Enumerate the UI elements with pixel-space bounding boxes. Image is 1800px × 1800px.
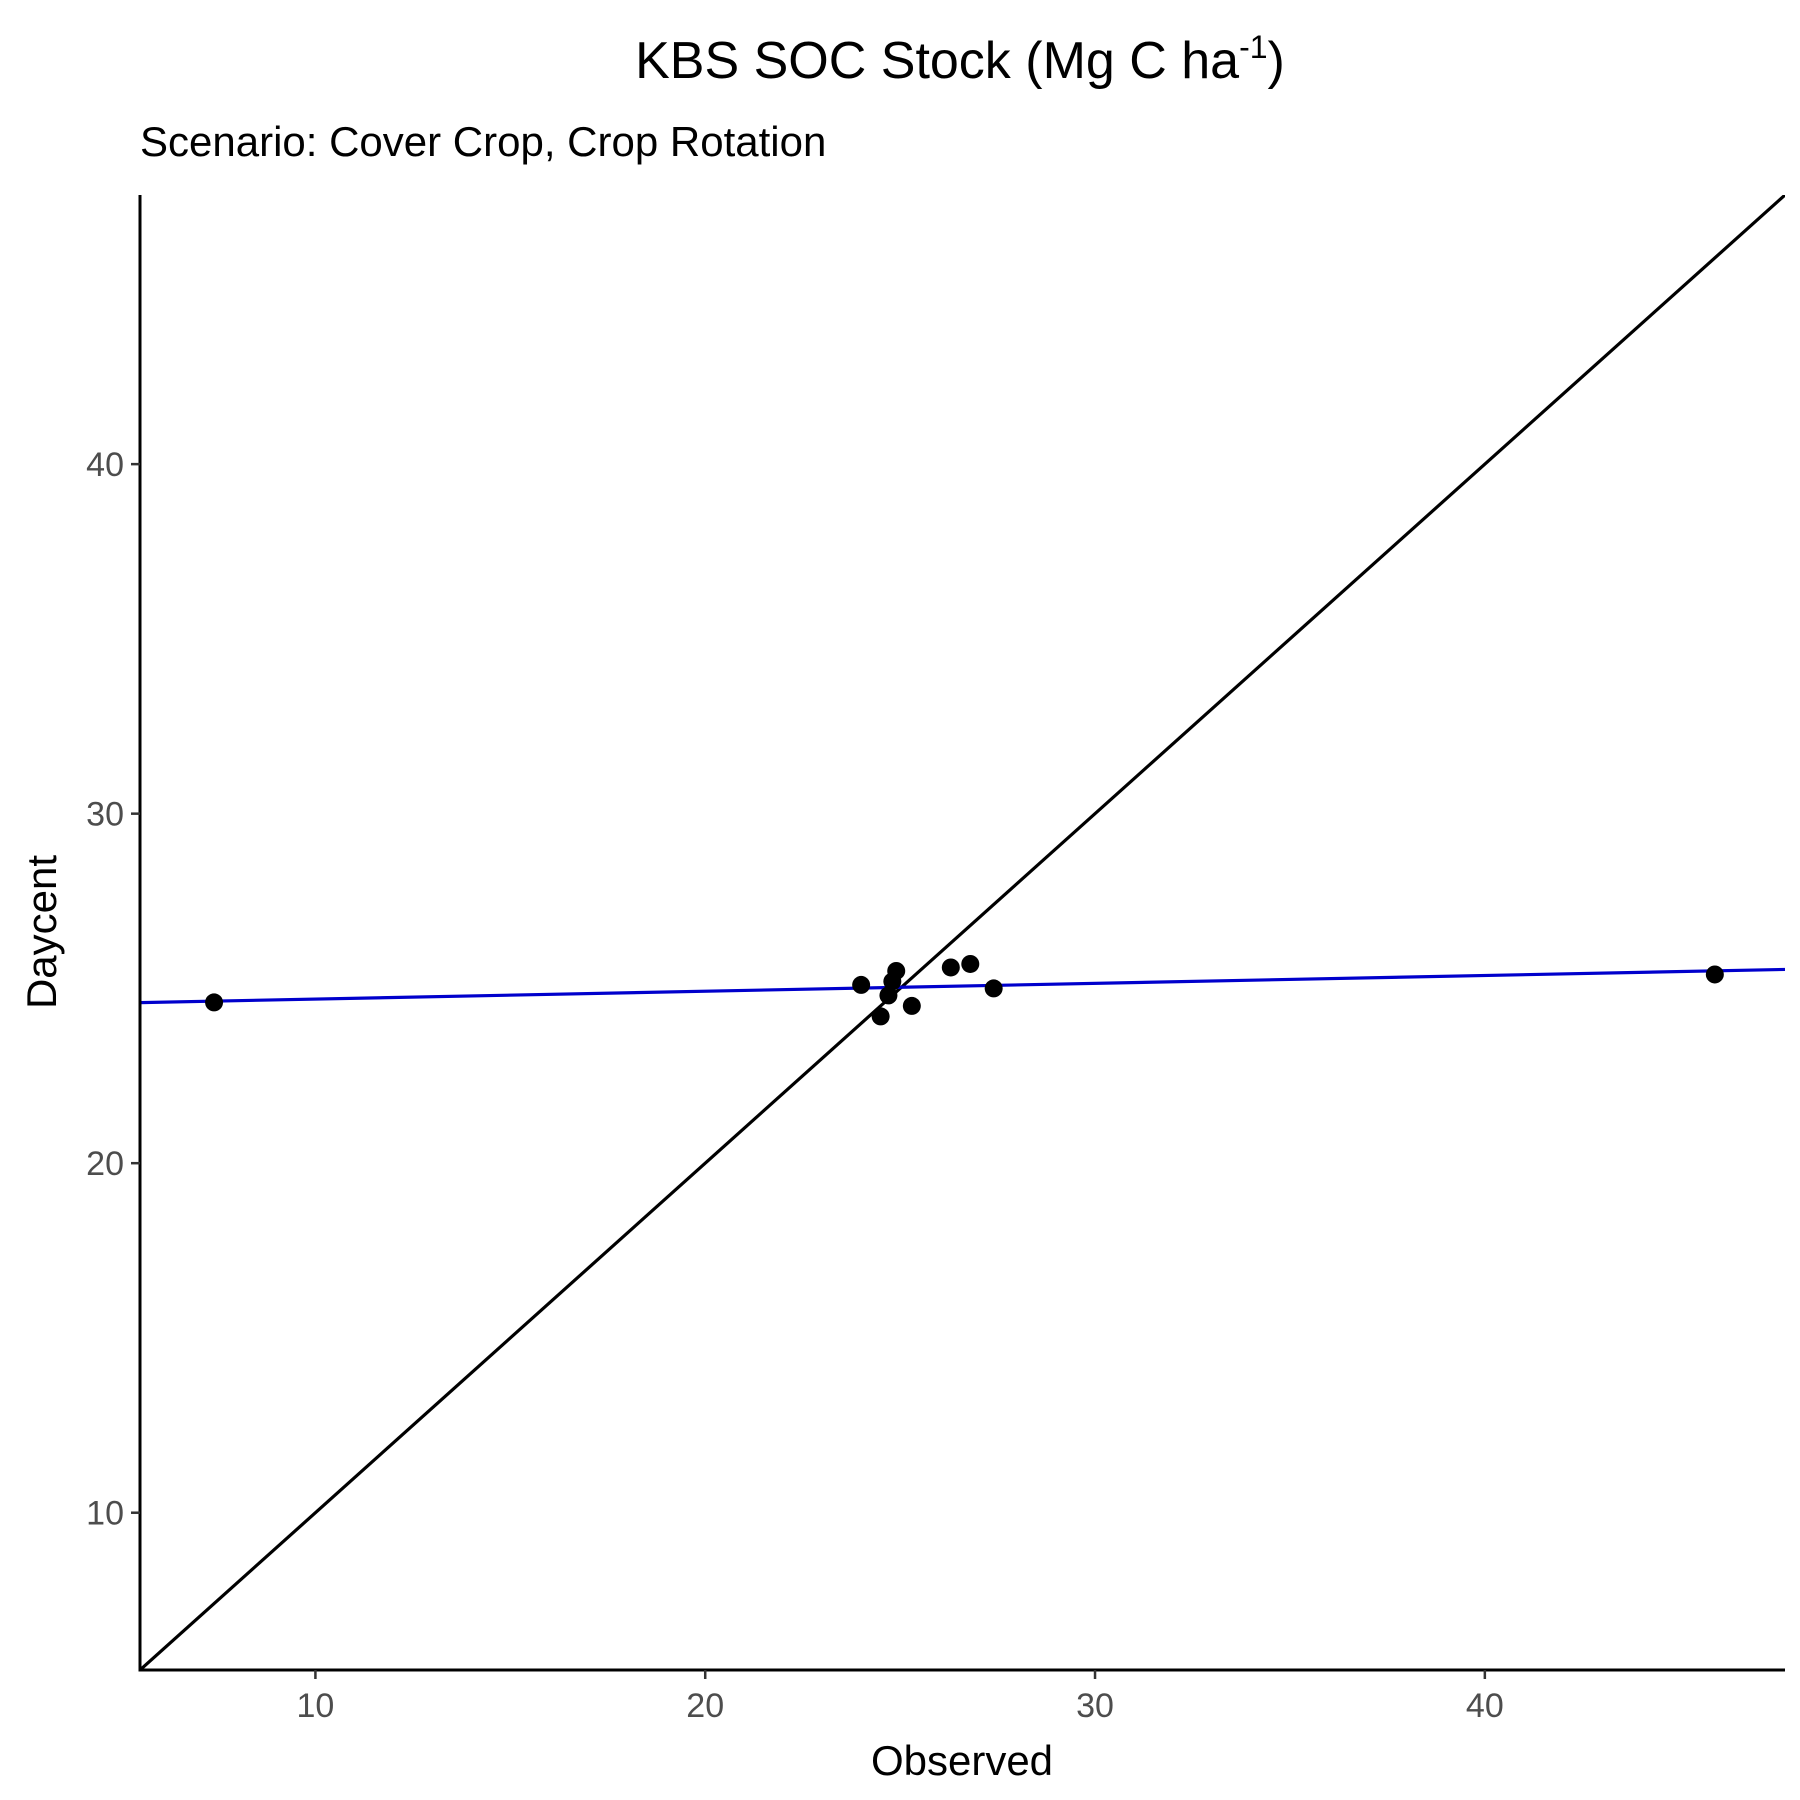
chart-title: KBS SOC Stock (Mg C ha-1) [635,29,1285,90]
data-point [984,979,1003,998]
data-point [902,996,921,1015]
data-point [871,1007,890,1026]
data-point [941,958,960,977]
chart-title-suffix: ) [1268,32,1285,90]
chart-title-main: KBS SOC Stock (Mg C ha [635,32,1239,90]
data-point [1705,965,1724,984]
y-tick-label: 20 [86,1145,124,1183]
y-tick-label: 40 [86,446,124,484]
axis-ticks: 10 20 30 40 10 20 30 40 [86,446,1504,1725]
data-point [205,993,224,1012]
y-tick-label: 30 [86,796,124,834]
plot-points [205,954,1724,1026]
fit-line [140,967,1785,1005]
axes [138,195,1785,1672]
one-to-one-line [140,195,1785,1670]
data-point [879,986,898,1005]
x-tick-label: 30 [1076,1687,1114,1725]
plot-lines [140,195,1785,1670]
y-tick-label: 10 [86,1495,124,1533]
x-tick-label: 10 [297,1687,335,1725]
y-axis-title: Daycent [18,855,65,1009]
x-tick-label: 20 [686,1687,724,1725]
x-axis-title: Observed [871,1737,1053,1784]
chart-subtitle: Scenario: Cover Crop, Crop Rotation [140,118,826,165]
data-point [961,954,980,973]
data-point [887,961,906,980]
data-point [852,975,871,994]
x-tick-label: 40 [1466,1687,1504,1725]
chart-title-superscript: -1 [1239,29,1267,65]
